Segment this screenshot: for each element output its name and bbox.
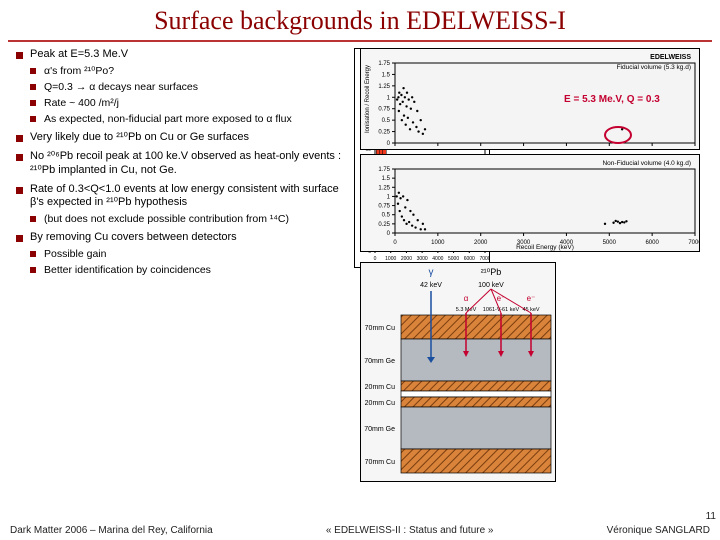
svg-text:0.25: 0.25: [378, 130, 390, 136]
svg-text:Ionisation / Recoil Energy: Ionisation / Recoil Energy: [365, 65, 371, 133]
svg-text:70mm Ge: 70mm Ge: [364, 358, 395, 365]
svg-text:5000: 5000: [603, 240, 617, 246]
svg-text:0.5: 0.5: [382, 118, 391, 124]
scatter-nonfiducial: 0100020003000400050006000700000.250.50.7…: [360, 154, 700, 252]
sub-bullet: As expected, non-fiducial part more expo…: [30, 113, 354, 126]
svg-text:γ: γ: [429, 267, 434, 278]
svg-text:0.75: 0.75: [378, 204, 390, 210]
sub-bullet: Q=0.3 → α decays near surfaces: [30, 81, 354, 94]
svg-text:1.5: 1.5: [382, 72, 391, 78]
svg-text:70mm Cu: 70mm Cu: [365, 325, 395, 332]
left-column: Peak at E=5.3 Me.V α's from ²¹⁰Po? Q=0.3…: [16, 48, 354, 490]
svg-text:EDELWEISS: EDELWEISS: [650, 54, 691, 61]
footer-left: Dark Matter 2006 – Marina del Rey, Calif…: [10, 525, 213, 536]
svg-text:Non-Fiducial volume (4.0 kg.d): Non-Fiducial volume (4.0 kg.d): [602, 160, 691, 167]
sub-bullet: Possible gain: [30, 248, 354, 261]
slide-title: Surface backgrounds in EDELWEISS-I: [0, 0, 720, 40]
annotation-eq: E = 5.3 Me.V, Q = 0.3: [564, 94, 660, 105]
svg-text:6000: 6000: [645, 240, 659, 246]
svg-text:0: 0: [393, 240, 397, 246]
sub-bullet: (but does not exclude possible contribut…: [30, 213, 354, 226]
footer-right: Véronique SANGLARD: [607, 525, 710, 536]
svg-text:1: 1: [387, 194, 391, 200]
svg-text:1.75: 1.75: [378, 167, 390, 173]
layers-diagram: γ²¹⁰Pb42 keV100 keVαe⁻e⁻5.3 MeV1061-V-61…: [360, 262, 556, 482]
svg-text:0.75: 0.75: [378, 107, 390, 113]
svg-text:20mm Cu: 20mm Cu: [365, 384, 395, 391]
sub-bullet: α's from ²¹⁰Po?: [30, 65, 354, 78]
svg-text:1.25: 1.25: [378, 84, 390, 90]
right-column: 0 0.25 0.5 0.75 1 1.25 1.5 1.75 EDELWEISS Fiducia…: [354, 48, 710, 490]
bullet-text: Peak at E=5.3 Me.V: [30, 48, 128, 60]
bullet-nopeak: No ²⁰⁶Pb recoil peak at 100 ke.V observe…: [16, 150, 354, 178]
svg-text:²¹⁰Pb: ²¹⁰Pb: [481, 267, 502, 277]
svg-text:1000: 1000: [431, 240, 445, 246]
svg-text:e⁻: e⁻: [527, 294, 536, 303]
footer: Dark Matter 2006 – Marina del Rey, Calif…: [0, 525, 720, 536]
bullet-text: Rate of 0.3<Q<1.0 events at low energy c…: [30, 183, 339, 209]
svg-text:0: 0: [387, 231, 391, 237]
svg-text:1.5: 1.5: [382, 176, 391, 182]
svg-text:5.3 MeV: 5.3 MeV: [456, 307, 477, 313]
sub-bullet: Better identification by coincidences: [30, 264, 354, 277]
svg-text:0.25: 0.25: [378, 222, 390, 228]
svg-text:Recoil Energy (keV): Recoil Energy (keV): [516, 244, 574, 251]
svg-text:0: 0: [387, 141, 391, 147]
svg-text:Fiducial volume (5.3 kg.d): Fiducial volume (5.3 kg.d): [617, 64, 691, 71]
svg-text:70mm Cu: 70mm Cu: [365, 459, 395, 466]
page-number: 11: [706, 511, 716, 522]
svg-text:1.75: 1.75: [378, 61, 390, 67]
svg-text:7000: 7000: [688, 240, 699, 246]
svg-text:0.5: 0.5: [382, 213, 391, 219]
slide-body: Peak at E=5.3 Me.V α's from ²¹⁰Po? Q=0.3…: [0, 46, 720, 490]
bullet-rate: Rate of 0.3<Q<1.0 events at low energy c…: [16, 183, 354, 227]
annotation-circle-icon: [604, 126, 632, 144]
title-underline: [8, 40, 712, 42]
bullet-remove: By removing Cu covers between detectors …: [16, 231, 354, 277]
svg-text:100 keV: 100 keV: [478, 282, 504, 289]
svg-text:α: α: [464, 294, 469, 303]
bullet-peak: Peak at E=5.3 Me.V α's from ²¹⁰Po? Q=0.3…: [16, 48, 354, 126]
svg-text:42 keV: 42 keV: [420, 282, 442, 289]
svg-text:70mm Ge: 70mm Ge: [364, 426, 395, 433]
scatter-nonfiducial-svg: 0100020003000400050006000700000.250.50.7…: [361, 155, 699, 251]
svg-text:20mm Cu: 20mm Cu: [365, 400, 395, 407]
footer-center: « EDELWEISS-II : Status and future »: [326, 525, 494, 536]
svg-text:2000: 2000: [474, 240, 488, 246]
svg-text:1: 1: [387, 95, 391, 101]
bullet-text: By removing Cu covers between detectors: [30, 231, 237, 243]
layers-svg: γ²¹⁰Pb42 keV100 keVαe⁻e⁻5.3 MeV1061-V-61…: [361, 263, 555, 481]
svg-text:1.25: 1.25: [378, 185, 390, 191]
bullet-likely: Very likely due to ²¹⁰Pb on Cu or Ge sur…: [16, 131, 354, 145]
sub-bullet: Rate ~ 400 /m²/j: [30, 97, 354, 110]
slide: Surface backgrounds in EDELWEISS-I Peak …: [0, 0, 720, 540]
